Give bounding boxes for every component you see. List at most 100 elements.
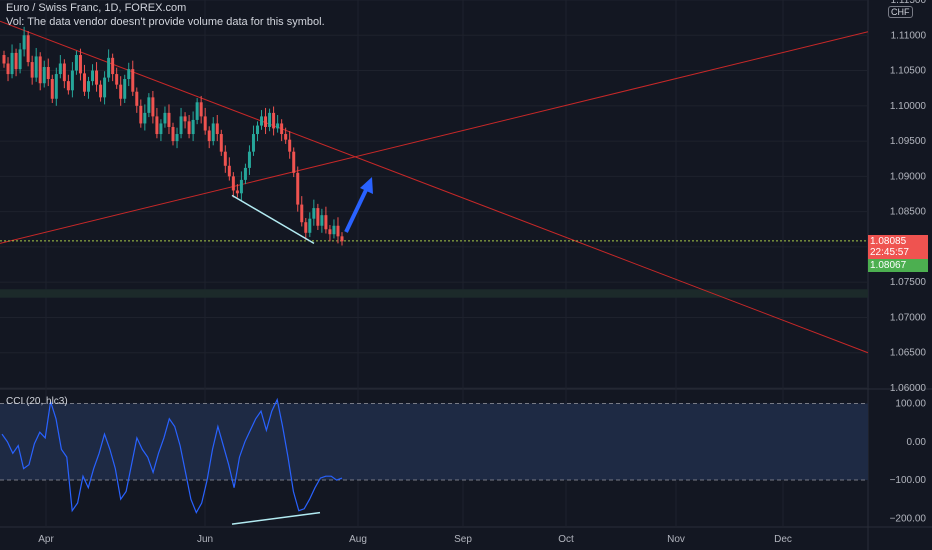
candle-body: [46, 67, 50, 80]
candle-body: [175, 134, 179, 142]
candle-body: [66, 81, 70, 91]
last-price-value: 1.08085: [870, 236, 907, 247]
candle-body: [143, 112, 147, 124]
candle-body: [199, 102, 203, 117]
y-tick-label: 1.07000: [890, 312, 927, 323]
candle-body: [260, 116, 264, 126]
zone-band: [0, 289, 868, 298]
candle-body: [183, 116, 187, 122]
y-tick-label: 1.10500: [890, 66, 927, 77]
candle-body: [18, 49, 22, 70]
candle-body: [123, 79, 127, 99]
candle-body: [6, 63, 10, 75]
candle-body: [135, 91, 139, 106]
candle-body: [159, 123, 163, 135]
descending-trendline: [0, 20, 869, 354]
candle-body: [264, 116, 268, 127]
candle-body: [22, 35, 26, 50]
candle-body: [223, 151, 227, 166]
x-tick-label: Sep: [454, 534, 472, 545]
bid-price-tag: 1.08067: [868, 259, 928, 272]
candle-body: [139, 105, 143, 124]
candle-body: [300, 204, 304, 223]
y-tick-label: 1.06000: [890, 383, 927, 394]
y-tick-label: 1.08500: [890, 207, 927, 218]
cci-tick-label: 0.00: [907, 437, 927, 448]
candle-body: [54, 74, 58, 99]
candle-body: [74, 55, 78, 71]
y-tick-label: 1.10000: [890, 101, 927, 112]
cci-label: CCI (20, hlc3): [6, 396, 68, 407]
candle-body: [95, 70, 99, 85]
candle-body: [115, 74, 119, 85]
candle-body: [243, 167, 247, 180]
candle-body: [147, 97, 151, 113]
x-tick-label: Jun: [197, 534, 213, 545]
candle-body: [167, 112, 171, 127]
candle-body: [50, 79, 54, 99]
candle-body: [195, 102, 199, 120]
volume-note: Vol: The data vendor doesn't provide vol…: [6, 16, 325, 28]
candle-body: [276, 123, 280, 129]
y-tick-label: 1.09500: [890, 136, 927, 147]
x-tick-label: Dec: [774, 534, 792, 545]
candle-body: [203, 116, 207, 131]
candle-body: [10, 52, 14, 75]
candle-body: [99, 84, 103, 98]
candle-body: [288, 139, 292, 152]
candle-body: [30, 62, 34, 78]
x-tick-label: Aug: [349, 534, 367, 545]
cci-tick-label: −200.00: [890, 513, 927, 524]
candle-body: [280, 123, 284, 135]
candle-body: [70, 70, 74, 91]
candle-body: [316, 208, 320, 226]
candle-body: [332, 225, 336, 235]
candle-body: [151, 97, 155, 117]
candle-body: [227, 165, 231, 177]
x-tick-label: Oct: [558, 534, 574, 545]
cci-divergence-line: [231, 511, 321, 525]
candle-body: [324, 215, 328, 230]
price-divergence-line: [231, 194, 315, 245]
candle-body: [42, 67, 46, 84]
candle-body: [131, 69, 135, 92]
arrow-shaft: [344, 189, 368, 233]
candle-body: [247, 151, 251, 168]
cci-band: [0, 403, 868, 481]
candle-body: [58, 63, 62, 75]
candle-body: [191, 119, 195, 135]
candle-body: [187, 121, 191, 135]
candle-body: [179, 116, 183, 135]
candle-body: [82, 73, 86, 92]
candle-body: [272, 112, 276, 129]
candle-body: [171, 126, 175, 142]
candle-body: [292, 151, 296, 173]
countdown-value: 22:45:57: [870, 247, 909, 258]
candle-body: [215, 123, 219, 135]
cci-tick-label: 100.00: [895, 398, 926, 409]
candle-body: [304, 222, 308, 233]
y-tick-label: 1.06500: [890, 348, 927, 359]
y-tick-label: 1.11000: [891, 30, 927, 41]
y-tick-label: 1.09000: [890, 171, 927, 182]
candle-body: [211, 123, 215, 142]
x-tick-label: Apr: [38, 534, 54, 545]
candle-body: [239, 179, 243, 194]
y-tick-label: 1.11500: [891, 0, 927, 6]
candle-body: [207, 130, 211, 142]
y-tick-label: 1.07500: [890, 277, 927, 288]
candle-body: [155, 116, 159, 135]
candle-body: [38, 56, 42, 84]
candle-body: [336, 225, 340, 237]
candle-body: [320, 215, 324, 226]
candle-body: [235, 190, 239, 194]
candle-body: [127, 69, 131, 80]
candle-body: [312, 208, 316, 219]
currency-badge[interactable]: CHF: [888, 6, 913, 18]
candle-body: [111, 57, 115, 75]
candle-body: [163, 112, 167, 124]
candle-body: [107, 57, 111, 78]
candle-body: [296, 172, 300, 205]
